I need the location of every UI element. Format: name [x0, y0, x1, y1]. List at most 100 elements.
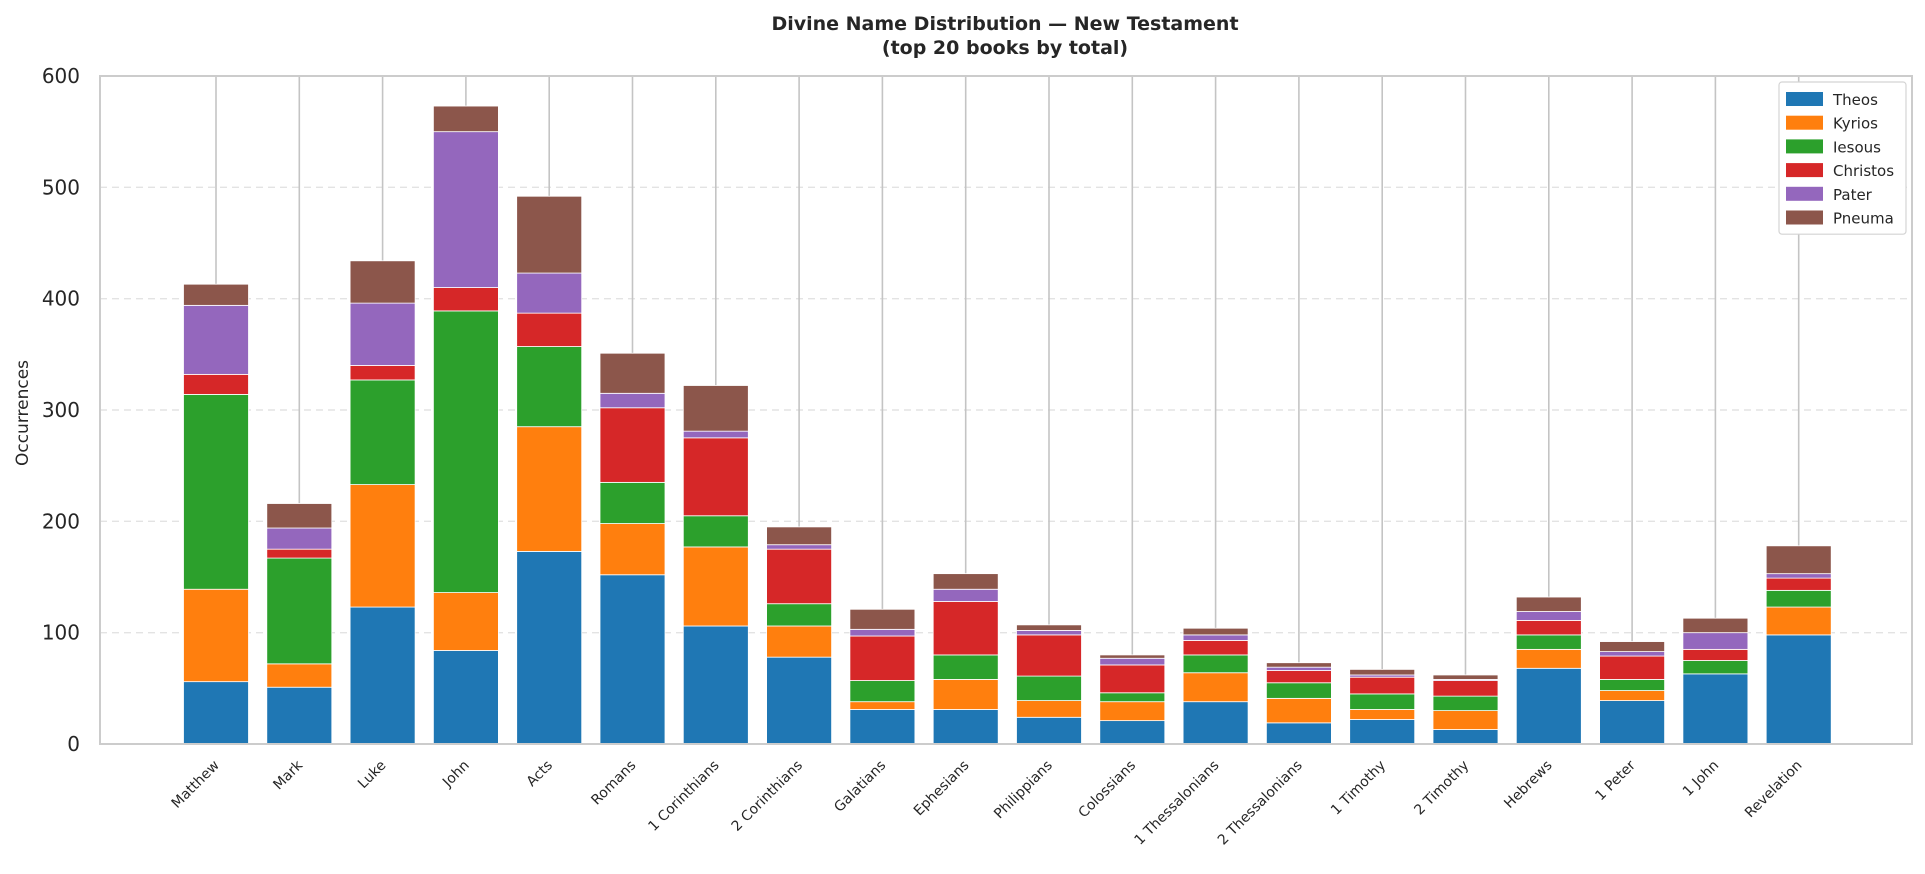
bar-segment [1599, 655, 1665, 680]
bar-segment [349, 260, 416, 304]
bar-segment [183, 373, 249, 395]
bar-segment [1266, 662, 1332, 668]
x-tick-label: 2 Thessalonians [1215, 758, 1306, 849]
bar-segment [432, 105, 499, 133]
bar-segment [516, 272, 583, 314]
bar-segment [266, 548, 333, 559]
bar-segment [1182, 627, 1249, 636]
bar-segment [932, 601, 999, 656]
bar-segment [1016, 624, 1082, 631]
bar-segment [932, 679, 999, 710]
bar-segment [516, 312, 583, 347]
bar-segment [1016, 675, 1082, 701]
legend-swatch [1786, 163, 1823, 178]
bar-segment [183, 283, 249, 306]
bar-segment [766, 548, 832, 605]
bar-segment [599, 352, 666, 394]
bar-segment [682, 437, 749, 517]
bar-segment [1099, 654, 1166, 659]
x-tick-label: 1 Peter [1592, 757, 1639, 804]
bar-segment [766, 625, 832, 658]
bar-segment [432, 310, 499, 593]
bar-segment [266, 557, 333, 665]
bar-segment [266, 503, 333, 529]
y-tick-label: 400 [42, 287, 80, 311]
x-tick-label: Revelation [1742, 758, 1806, 822]
y-tick-label: 300 [42, 398, 80, 422]
bar-segment [1599, 641, 1665, 652]
bar-segment [599, 392, 666, 409]
bar-segment [1515, 648, 1582, 669]
bar-segment [682, 625, 749, 745]
bar-segment [932, 588, 999, 602]
bar-segment [1765, 545, 1832, 575]
legend-swatch [1786, 186, 1823, 201]
bar-segment [1765, 573, 1832, 579]
bar-segment [766, 656, 832, 745]
bar-segment [849, 680, 916, 703]
bar-segment [349, 365, 416, 381]
bar-segment [1599, 679, 1665, 691]
x-tick-label: Acts [524, 758, 556, 790]
bar-segment [1432, 680, 1499, 697]
bar-segment [1432, 674, 1499, 680]
bar-segment [349, 302, 416, 366]
bar-segment [849, 709, 916, 745]
bar-segment [1682, 660, 1749, 675]
bar-segment [1765, 634, 1832, 745]
bar-segment [766, 526, 832, 546]
bar-segment [1682, 632, 1749, 650]
plot-frame [99, 75, 1913, 745]
bar-segment [1432, 695, 1499, 711]
bar-segment [183, 588, 249, 683]
bar-segment [1099, 692, 1166, 703]
x-tick-label: John [439, 758, 473, 792]
y-tick-label: 600 [42, 64, 80, 88]
x-tick-label: Philippians [991, 758, 1056, 823]
chart-subtitle: (top 20 books by total) [882, 37, 1128, 59]
legend-swatch [1786, 139, 1823, 154]
bar-segment [1515, 596, 1582, 612]
bar-segment [1099, 657, 1166, 666]
bar-segment [1016, 634, 1082, 677]
bar-segment [1099, 701, 1166, 722]
bar-segment [432, 650, 499, 745]
y-axis-label: Occurrences [13, 360, 33, 466]
bar-segment [1266, 666, 1332, 671]
bar-segment [1765, 577, 1832, 591]
bar-segment [682, 385, 749, 432]
legend-label: Christos [1833, 162, 1894, 180]
plot-area: 0 100 200 300 400 500 600 Matthew Mark Luke John Ac… [42, 64, 1913, 849]
bar-segment [432, 287, 499, 312]
bar-segment [1432, 729, 1499, 745]
bar-segment [183, 681, 249, 745]
bar-segment [849, 701, 916, 710]
x-tick-label: 2 Corinthians [729, 758, 806, 835]
x-tick-label: 1 Thessalonians [1132, 758, 1223, 849]
bar-segment [1682, 648, 1749, 661]
chart-title: Divine Name Distribution — New Testament [771, 13, 1238, 35]
bar-segment [849, 635, 916, 681]
bar-segment [1099, 664, 1166, 694]
bar-segment [1349, 719, 1416, 745]
bar-segment [266, 686, 333, 745]
bar-segment [599, 407, 666, 483]
x-tick-label: Colossians [1075, 758, 1139, 822]
bar-segment [849, 628, 916, 637]
x-tick-label: Luke [355, 758, 389, 792]
legend-label: Pater [1833, 186, 1873, 204]
y-tick-label: 500 [42, 175, 80, 199]
bar-segment [1599, 700, 1665, 745]
bar-segment [849, 608, 916, 630]
bar-segment [1765, 589, 1832, 608]
bar-segment [432, 131, 499, 288]
bar-segment [432, 592, 499, 651]
bar-segment [1182, 634, 1249, 641]
bar-segment [932, 573, 999, 590]
bar-segment [599, 481, 666, 524]
bar-segment [1765, 606, 1832, 636]
legend-swatch [1786, 115, 1823, 130]
x-tick-label: Galatians [831, 758, 889, 816]
